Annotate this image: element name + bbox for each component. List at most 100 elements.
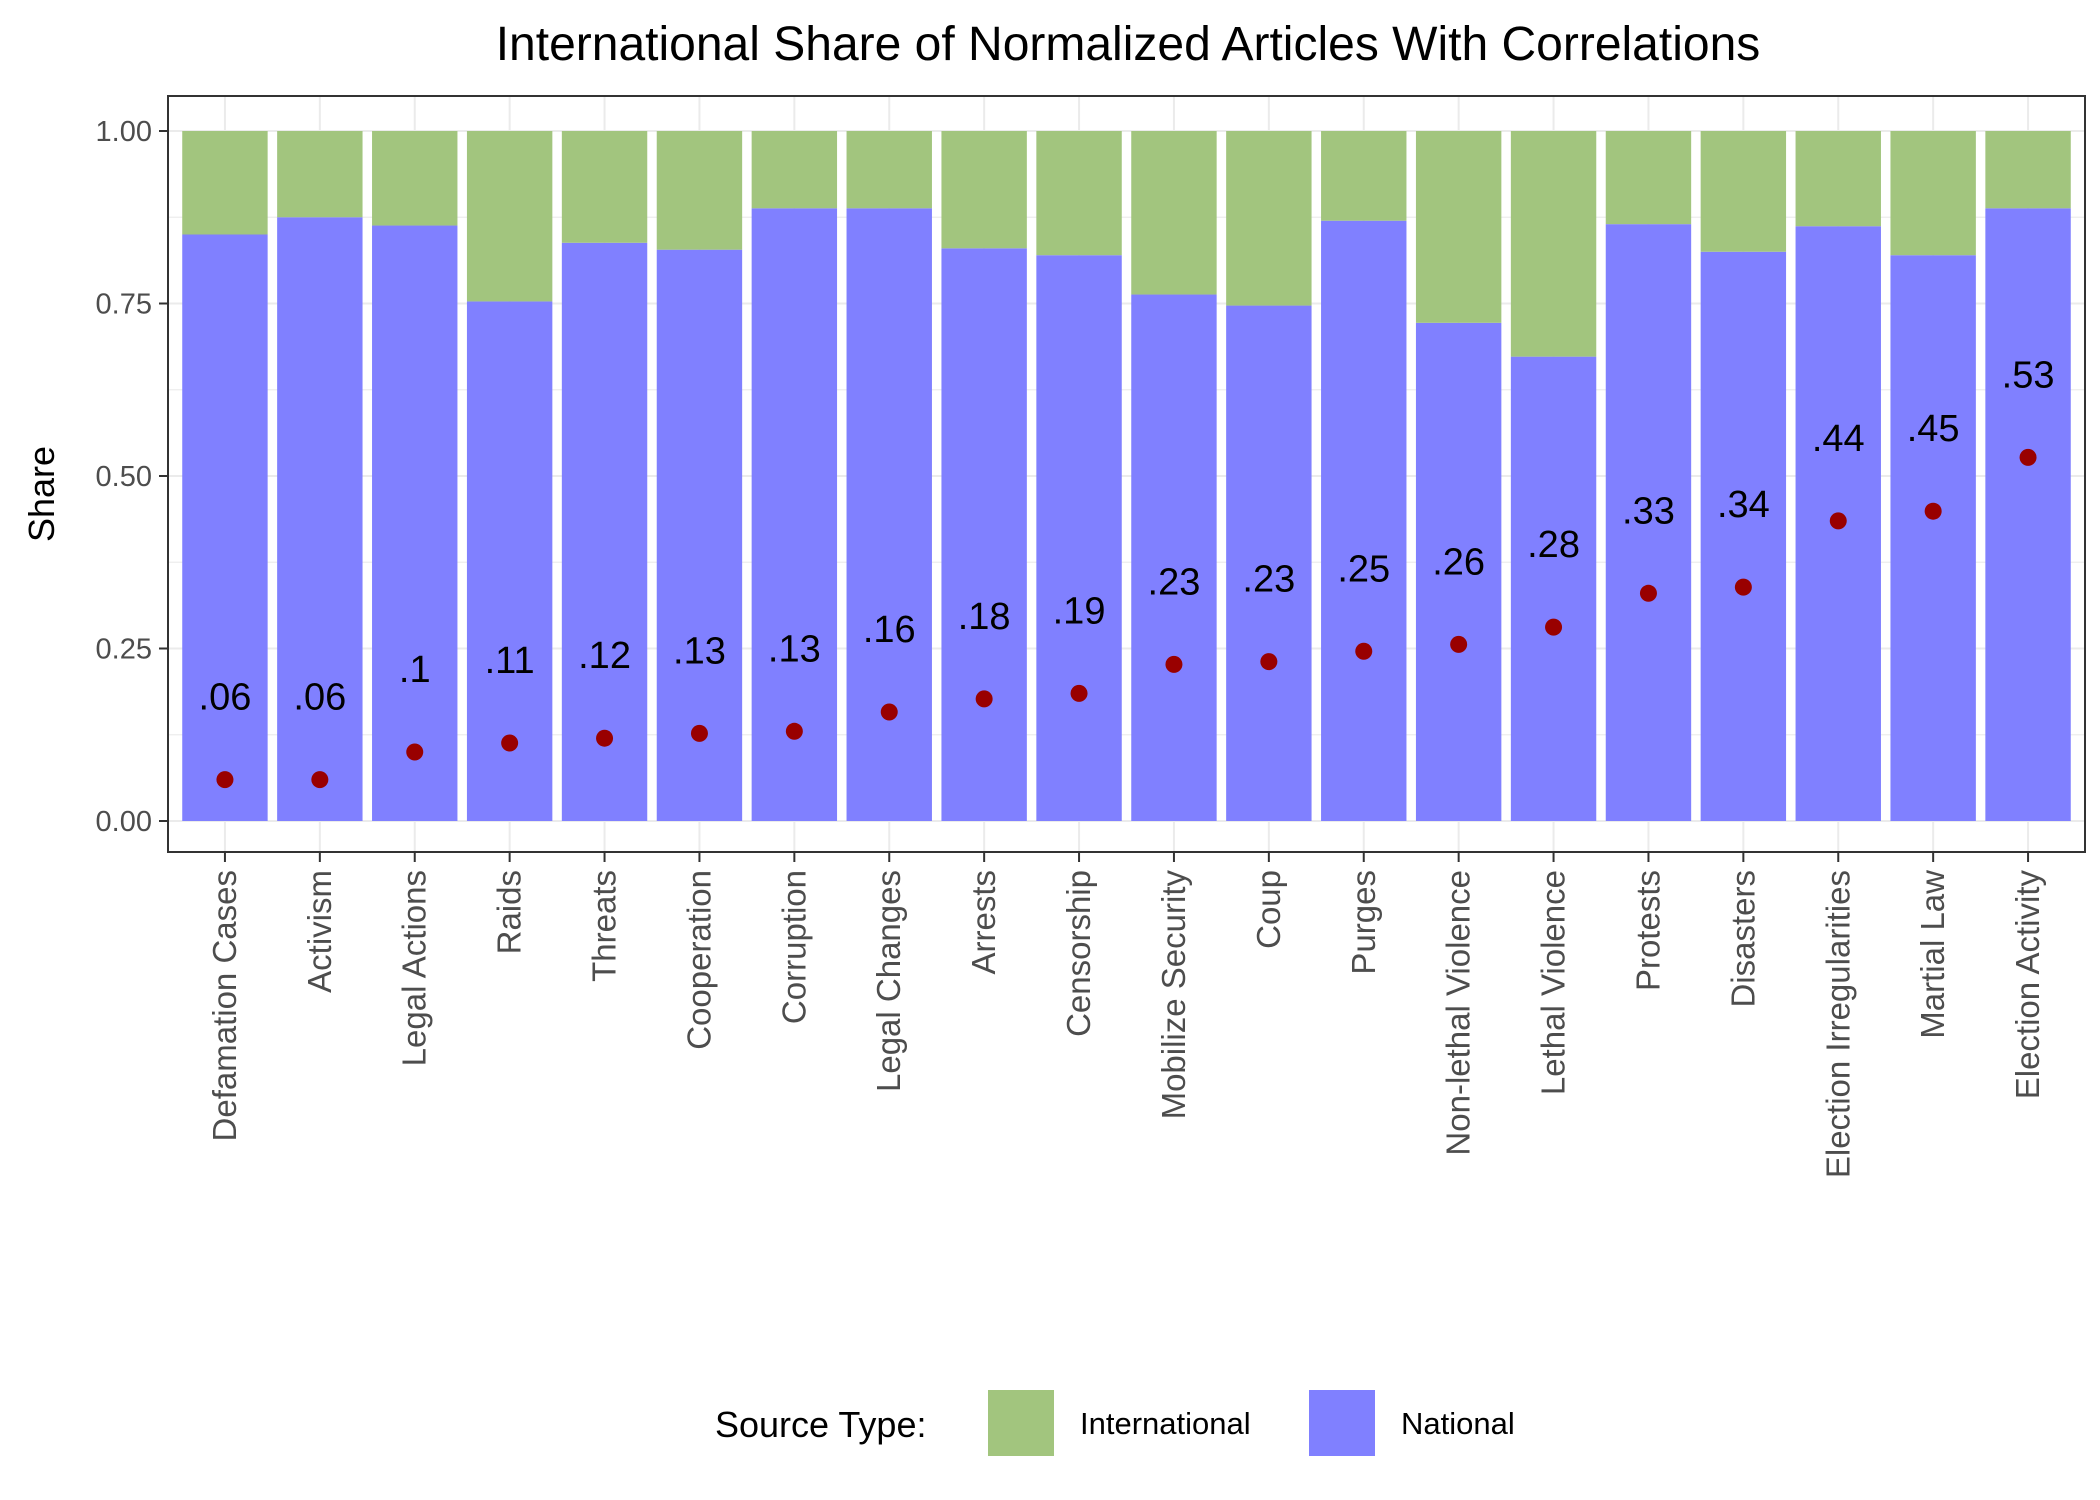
bar-international bbox=[277, 131, 363, 218]
correlation-label: .13 bbox=[768, 628, 821, 670]
x-tick-label: Cooperation bbox=[680, 870, 717, 1050]
correlation-point bbox=[596, 729, 614, 747]
plot-border bbox=[167, 95, 2086, 853]
x-tick-label: Legal Actions bbox=[396, 870, 433, 1066]
correlation-point bbox=[1545, 618, 1563, 636]
bar-national bbox=[466, 301, 553, 821]
correlation-label: .26 bbox=[1432, 541, 1485, 583]
bar-national bbox=[941, 248, 1027, 822]
bar-national bbox=[1510, 356, 1597, 821]
bar-international bbox=[182, 131, 268, 235]
x-tick-label: Activism bbox=[301, 870, 338, 993]
y-axis-title: Share bbox=[21, 446, 62, 542]
legend: Source Type: International National bbox=[715, 1390, 1515, 1456]
correlation-label: .1 bbox=[399, 649, 431, 691]
x-tick-label: Disasters bbox=[1724, 870, 1761, 1008]
correlation-label: .16 bbox=[863, 609, 916, 651]
correlation-point bbox=[880, 703, 898, 721]
bar-national bbox=[277, 217, 363, 821]
correlation-point bbox=[216, 771, 234, 789]
x-tick-label: Censorship bbox=[1060, 870, 1097, 1037]
bar-international bbox=[1415, 131, 1502, 323]
x-tick-label: Lethal Violence bbox=[1535, 870, 1572, 1095]
bar-international bbox=[751, 131, 838, 209]
correlation-label: .18 bbox=[958, 596, 1011, 638]
correlation-point bbox=[1260, 653, 1278, 671]
x-tick-label: Election Activity bbox=[2009, 870, 2046, 1100]
legend-key-international bbox=[988, 1390, 1054, 1456]
bar-international bbox=[1985, 131, 2071, 209]
bar-international bbox=[372, 131, 458, 226]
x-tick-label: Martial Law bbox=[1914, 870, 1951, 1039]
correlation-point bbox=[311, 771, 329, 789]
correlation-label: .19 bbox=[1053, 590, 1106, 632]
x-tick-label: Non-lethal Violence bbox=[1440, 870, 1477, 1156]
y-tick-label: 0.75 bbox=[96, 289, 152, 321]
bar-national bbox=[1700, 251, 1787, 821]
bar-international bbox=[1795, 131, 1881, 227]
correlation-label: .45 bbox=[1907, 408, 1960, 450]
bar-national bbox=[1890, 255, 1976, 821]
bar-international bbox=[1226, 131, 1312, 306]
correlation-label: .44 bbox=[1812, 418, 1865, 460]
correlation-label: .34 bbox=[1717, 484, 1770, 526]
bar-national bbox=[751, 208, 838, 821]
bar-national bbox=[1985, 208, 2071, 821]
bar-international bbox=[1131, 131, 1217, 295]
x-tick-label: Purges bbox=[1345, 870, 1382, 975]
bar-national bbox=[1605, 224, 1692, 821]
correlation-label: .06 bbox=[199, 677, 252, 719]
correlation-label: .23 bbox=[1242, 559, 1295, 601]
correlation-point bbox=[2019, 448, 2037, 466]
correlation-point bbox=[690, 724, 708, 742]
legend-title: Source Type: bbox=[715, 1404, 926, 1445]
correlation-point bbox=[1734, 578, 1752, 596]
correlation-label: .53 bbox=[2002, 354, 2055, 396]
bar-national bbox=[1226, 305, 1312, 821]
correlation-point bbox=[1450, 635, 1468, 653]
x-tick-label: Protests bbox=[1629, 870, 1666, 991]
bar-international bbox=[1321, 131, 1407, 221]
legend-label-international: International bbox=[1080, 1406, 1251, 1441]
bar-international bbox=[1700, 131, 1787, 252]
correlation-label: .13 bbox=[673, 630, 726, 672]
legend-key-national bbox=[1309, 1390, 1375, 1456]
correlation-point bbox=[406, 743, 424, 761]
legend-label-national: National bbox=[1401, 1406, 1515, 1441]
bar-national bbox=[1415, 322, 1502, 821]
x-tick-label: Coup bbox=[1250, 870, 1287, 949]
bar-national bbox=[1131, 294, 1217, 821]
correlation-point bbox=[1165, 655, 1183, 673]
bar-national bbox=[1036, 255, 1122, 821]
x-tick-label: Raids bbox=[491, 870, 528, 954]
x-tick-label: Election Irregularities bbox=[1819, 870, 1856, 1178]
x-tick-label: Arrests bbox=[965, 870, 1002, 975]
correlation-point bbox=[1355, 642, 1373, 660]
x-tick-label: Legal Changes bbox=[870, 870, 907, 1092]
y-tick-label: 1.00 bbox=[96, 116, 152, 148]
bar-international bbox=[846, 131, 932, 209]
correlation-point bbox=[501, 734, 519, 752]
bar-national bbox=[182, 234, 268, 821]
correlation-point bbox=[1924, 502, 1942, 520]
bar-national bbox=[372, 225, 458, 821]
bar-international bbox=[656, 131, 743, 250]
plot-area: .06 .06 .1 .11 .12 .13 .13 .16 .18 .19 .23 .23 .25 .2… bbox=[96, 95, 2086, 1178]
bar-international bbox=[941, 131, 1027, 249]
bar-international bbox=[466, 131, 553, 302]
bar-international bbox=[1036, 131, 1122, 256]
correlation-label: .23 bbox=[1148, 561, 1201, 603]
correlation-label: .33 bbox=[1622, 490, 1675, 532]
y-tick-label: 0.25 bbox=[96, 634, 152, 666]
bar-international bbox=[1605, 131, 1692, 225]
correlation-point bbox=[1829, 512, 1847, 530]
bar-international bbox=[561, 131, 648, 243]
correlation-label: .11 bbox=[485, 640, 535, 682]
correlation-label: .12 bbox=[578, 635, 631, 677]
correlation-label: .28 bbox=[1527, 524, 1580, 566]
correlation-label: .06 bbox=[293, 677, 346, 719]
x-tick-label: Defamation Cases bbox=[206, 870, 243, 1141]
correlation-point bbox=[1070, 684, 1088, 702]
